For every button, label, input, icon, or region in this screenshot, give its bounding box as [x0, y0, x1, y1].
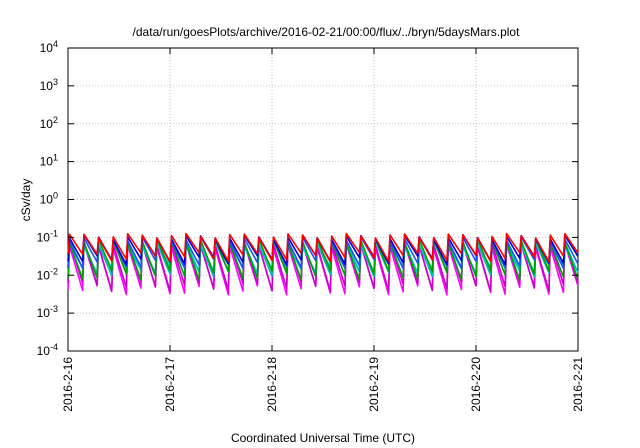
y-tick-label: 10-1 [37, 228, 58, 244]
chart-title: /data/run/goesPlots/archive/2016-02-21/0… [133, 25, 521, 39]
x-axis: 2016-2-16 2016-2-17 2016-2-18 2016-2-19 2016… [61, 48, 585, 412]
y-tick-label: 103 [40, 77, 58, 93]
x-tick-label: 2016-2-20 [469, 357, 483, 412]
x-tick-label: 2016-2-16 [61, 357, 75, 412]
series-line [67, 232, 579, 263]
x-tick-label: 2016-2-18 [265, 357, 279, 412]
x-tick-label: 2016-2-19 [367, 357, 381, 412]
data-series [67, 232, 579, 296]
y-tick-label: 10-4 [37, 342, 58, 358]
y-axis: 10-4 10-3 10-2 10-1 100 101 102 103 104 [37, 39, 578, 358]
x-tick-label: 2016-2-21 [571, 357, 585, 412]
y-axis-label: cSv/day [19, 179, 33, 222]
x-axis-label: Coordinated Universal Time (UTC) [231, 431, 415, 445]
y-tick-label: 10-2 [37, 266, 58, 282]
y-tick-label: 102 [40, 115, 58, 131]
y-tick-label: 100 [40, 191, 58, 207]
y-tick-label: 10-3 [37, 304, 58, 320]
y-tick-label: 101 [40, 153, 58, 169]
y-tick-label: 104 [40, 39, 58, 55]
x-tick-label: 2016-2-17 [163, 357, 177, 412]
grid-lines [68, 48, 578, 351]
